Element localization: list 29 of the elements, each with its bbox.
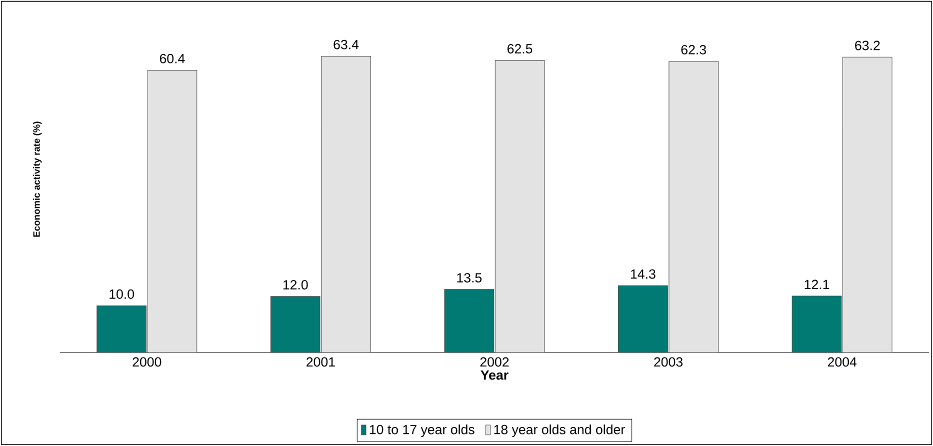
x-tick-label: 2003	[654, 357, 683, 367]
data-label: 60.4	[160, 54, 185, 64]
data-label: 14.3	[631, 269, 656, 279]
bar	[792, 296, 842, 353]
data-label: 62.5	[508, 44, 532, 54]
x-axis-title: Year	[480, 370, 508, 380]
x-tick-label: 2001	[306, 357, 335, 367]
bar	[147, 70, 198, 353]
bar	[96, 306, 146, 353]
data-label: 63.2	[855, 40, 880, 50]
data-label: 63.4	[334, 40, 359, 50]
data-label: 10.0	[110, 290, 134, 299]
data-label: 62.3	[681, 45, 706, 54]
x-tick-label: 2004	[828, 357, 857, 367]
bar	[618, 286, 668, 353]
data-label: 12.0	[283, 280, 308, 290]
bar	[270, 296, 320, 353]
x-tick-label: 2002	[480, 357, 509, 367]
x-tick-label: 2000	[132, 357, 162, 367]
bar	[321, 56, 371, 353]
data-label: 13.5	[457, 273, 482, 283]
data-label: 12.1	[804, 280, 830, 290]
legend-label: 10 to 17 year olds	[370, 424, 474, 437]
legend-label: 18 year olds and older	[494, 424, 625, 437]
y-axis-title: Economic activity rate (%)	[32, 122, 42, 237]
bar	[494, 60, 545, 353]
bar	[842, 56, 892, 353]
bar	[668, 61, 719, 353]
bar	[444, 289, 494, 353]
